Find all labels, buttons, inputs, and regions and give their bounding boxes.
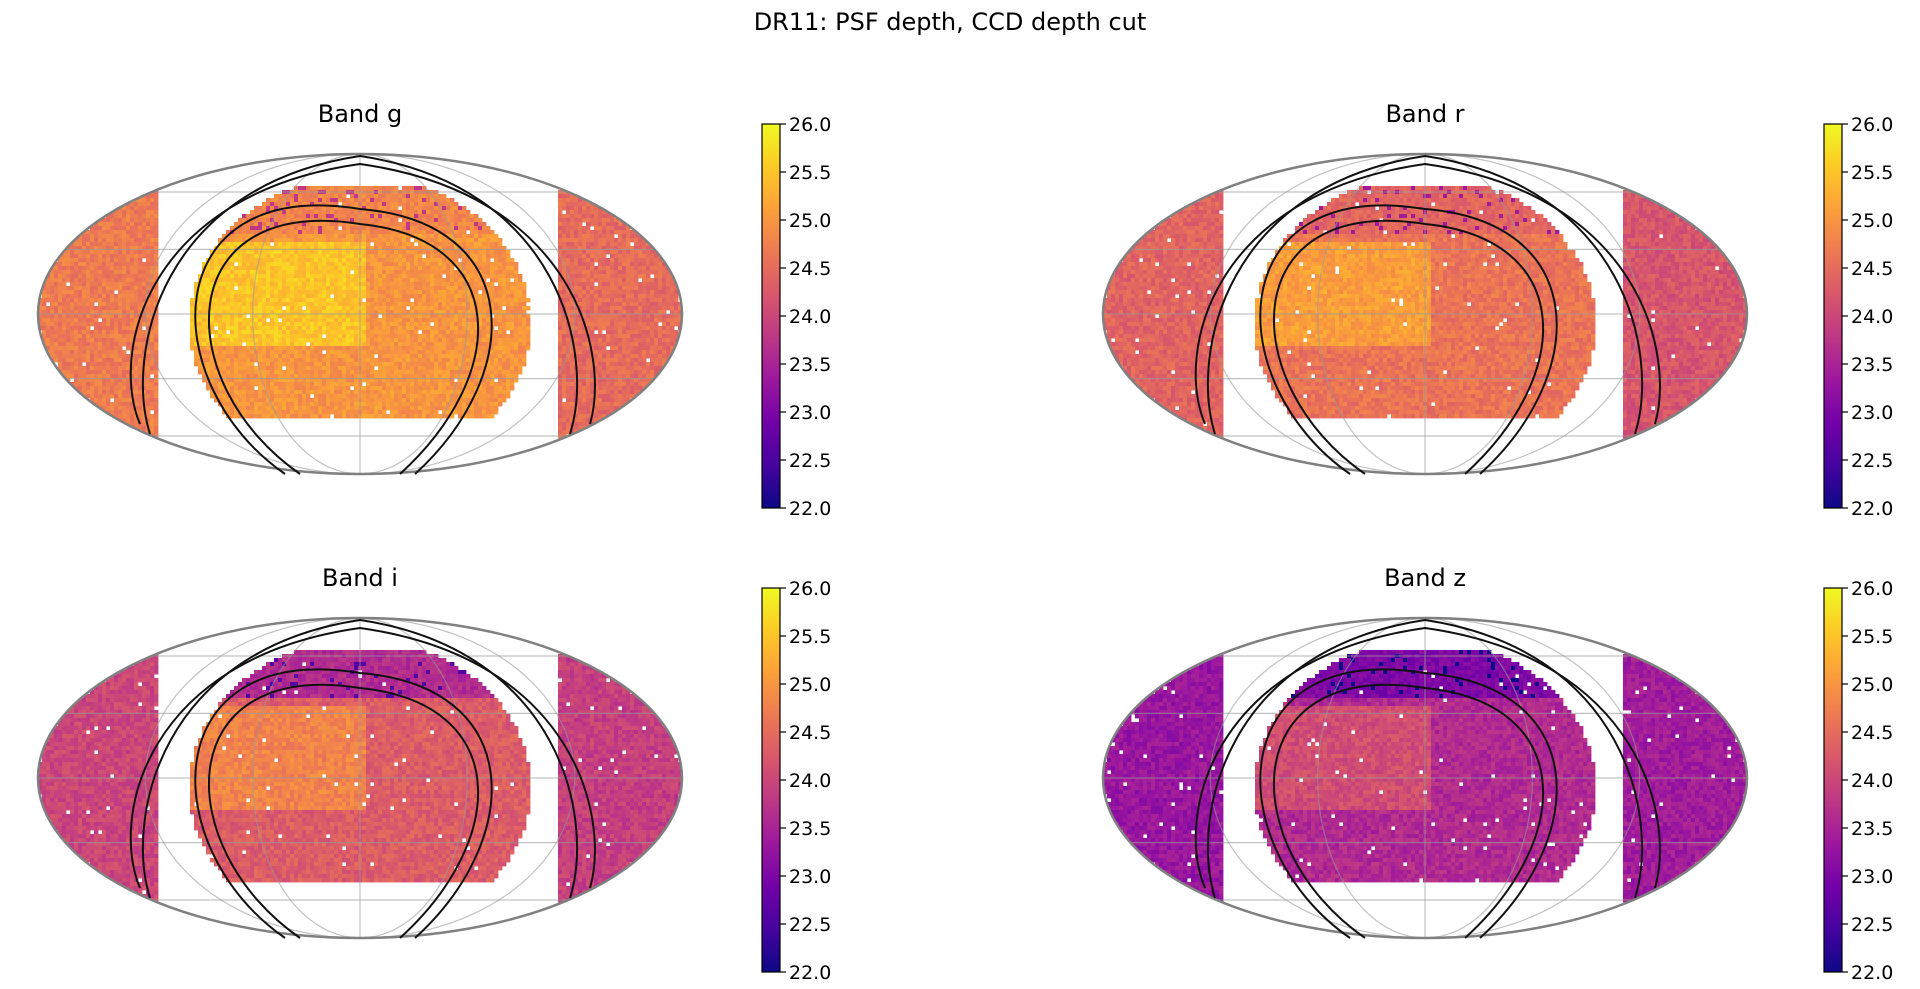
colorbar-tick-label: 22.0 [789, 962, 831, 984]
panel-3: Band i 22.0 22.5 23.0 23.5 24.0 24.5 25.0 25.5 26… [36, 564, 831, 984]
panel-title: Band g [318, 100, 402, 128]
panel-4: Band z 22.0 22.5 23.0 23.5 24.0 24.5 25.0 25.5 26… [1101, 564, 1893, 984]
colorbar-tick-label: 23.5 [1851, 818, 1893, 840]
map-outline [36, 616, 684, 940]
map-outline [36, 152, 684, 476]
depth-map [1103, 650, 1747, 903]
colorbar-tick-label: 24.5 [789, 258, 831, 280]
colorbar-tick-label: 23.5 [1851, 354, 1893, 376]
colorbar-tick-label: 25.5 [1851, 626, 1893, 648]
colorbar-tick-label: 24.5 [1851, 722, 1893, 744]
colorbar-tick-label: 24.0 [789, 770, 831, 792]
colorbar-tick-label: 24.0 [789, 306, 831, 328]
panel-1: Band g 22.0 22.5 23.0 23.5 24.0 24.5 25.0 25.5 26… [36, 100, 831, 520]
colorbar-tick-label: 26.0 [1851, 578, 1893, 600]
colorbar: 22.0 22.5 23.0 23.5 24.0 24.5 25.0 25.5 26.0 [761, 114, 831, 520]
colorbar: 22.0 22.5 23.0 23.5 24.0 24.5 25.0 25.5 26.0 [1823, 578, 1893, 984]
colorbar-tick-label: 26.0 [789, 578, 831, 600]
panel-2: Band r 22.0 22.5 23.0 23.5 24.0 24.5 25.0 25.5 26… [1101, 100, 1893, 520]
colorbar-tick-label: 23.0 [789, 866, 831, 888]
map-outline [1101, 152, 1749, 476]
colorbar-tick-label: 26.0 [789, 114, 831, 136]
footprint-contours [1194, 154, 1661, 475]
colorbar-tick-label: 25.0 [789, 210, 831, 232]
colorbar-tick-label: 24.0 [1851, 306, 1893, 328]
graticule [38, 153, 682, 475]
colorbar-tick-label: 25.0 [789, 674, 831, 696]
footprint-contours [129, 618, 596, 939]
colorbar-tick-label: 23.0 [1851, 402, 1893, 424]
footprint-contours [129, 154, 596, 475]
panel-title: Band r [1385, 100, 1464, 128]
colorbar-tick-label: 22.5 [1851, 450, 1893, 472]
colorbar-tick-label: 24.5 [1851, 258, 1893, 280]
figure-title: DR11: PSF depth, CCD depth cut [754, 8, 1147, 36]
colorbar-tick-label: 23.0 [789, 402, 831, 424]
colorbar-tick-label: 25.5 [1851, 162, 1893, 184]
panels: Band g 22.0 22.5 23.0 23.5 24.0 24.5 25.0 25.5 26… [36, 100, 1893, 984]
colorbar-tick-label: 25.5 [789, 162, 831, 184]
colorbar-tick-label: 22.0 [1851, 962, 1893, 984]
colorbar-tick-label: 22.5 [789, 450, 831, 472]
graticule [1103, 153, 1747, 475]
colorbar-tick-label: 23.0 [1851, 866, 1893, 888]
depth-map [1103, 186, 1747, 439]
colorbar-tick-label: 24.5 [789, 722, 831, 744]
map-outline [1101, 616, 1749, 940]
footprint-contours [1194, 618, 1661, 939]
colorbar-tick-label: 24.0 [1851, 770, 1893, 792]
panel-title: Band i [322, 564, 398, 592]
depth-map [38, 186, 682, 439]
panel-title: Band z [1384, 564, 1466, 592]
colorbar-tick-label: 23.5 [789, 354, 831, 376]
colorbar: 22.0 22.5 23.0 23.5 24.0 24.5 25.0 25.5 26.0 [1823, 114, 1893, 520]
colorbar-tick-label: 22.5 [1851, 914, 1893, 936]
colorbar-tick-label: 25.0 [1851, 210, 1893, 232]
colorbar-tick-label: 22.0 [1851, 498, 1893, 520]
colorbar-tick-label: 26.0 [1851, 114, 1893, 136]
colorbar-tick-label: 25.0 [1851, 674, 1893, 696]
colorbar-tick-label: 25.5 [789, 626, 831, 648]
colorbar-tick-label: 23.5 [789, 818, 831, 840]
graticule [38, 617, 682, 939]
colorbar: 22.0 22.5 23.0 23.5 24.0 24.5 25.0 25.5 26.0 [761, 578, 831, 984]
graticule [1103, 617, 1747, 939]
colorbar-tick-label: 22.0 [789, 498, 831, 520]
colorbar-tick-label: 22.5 [789, 914, 831, 936]
